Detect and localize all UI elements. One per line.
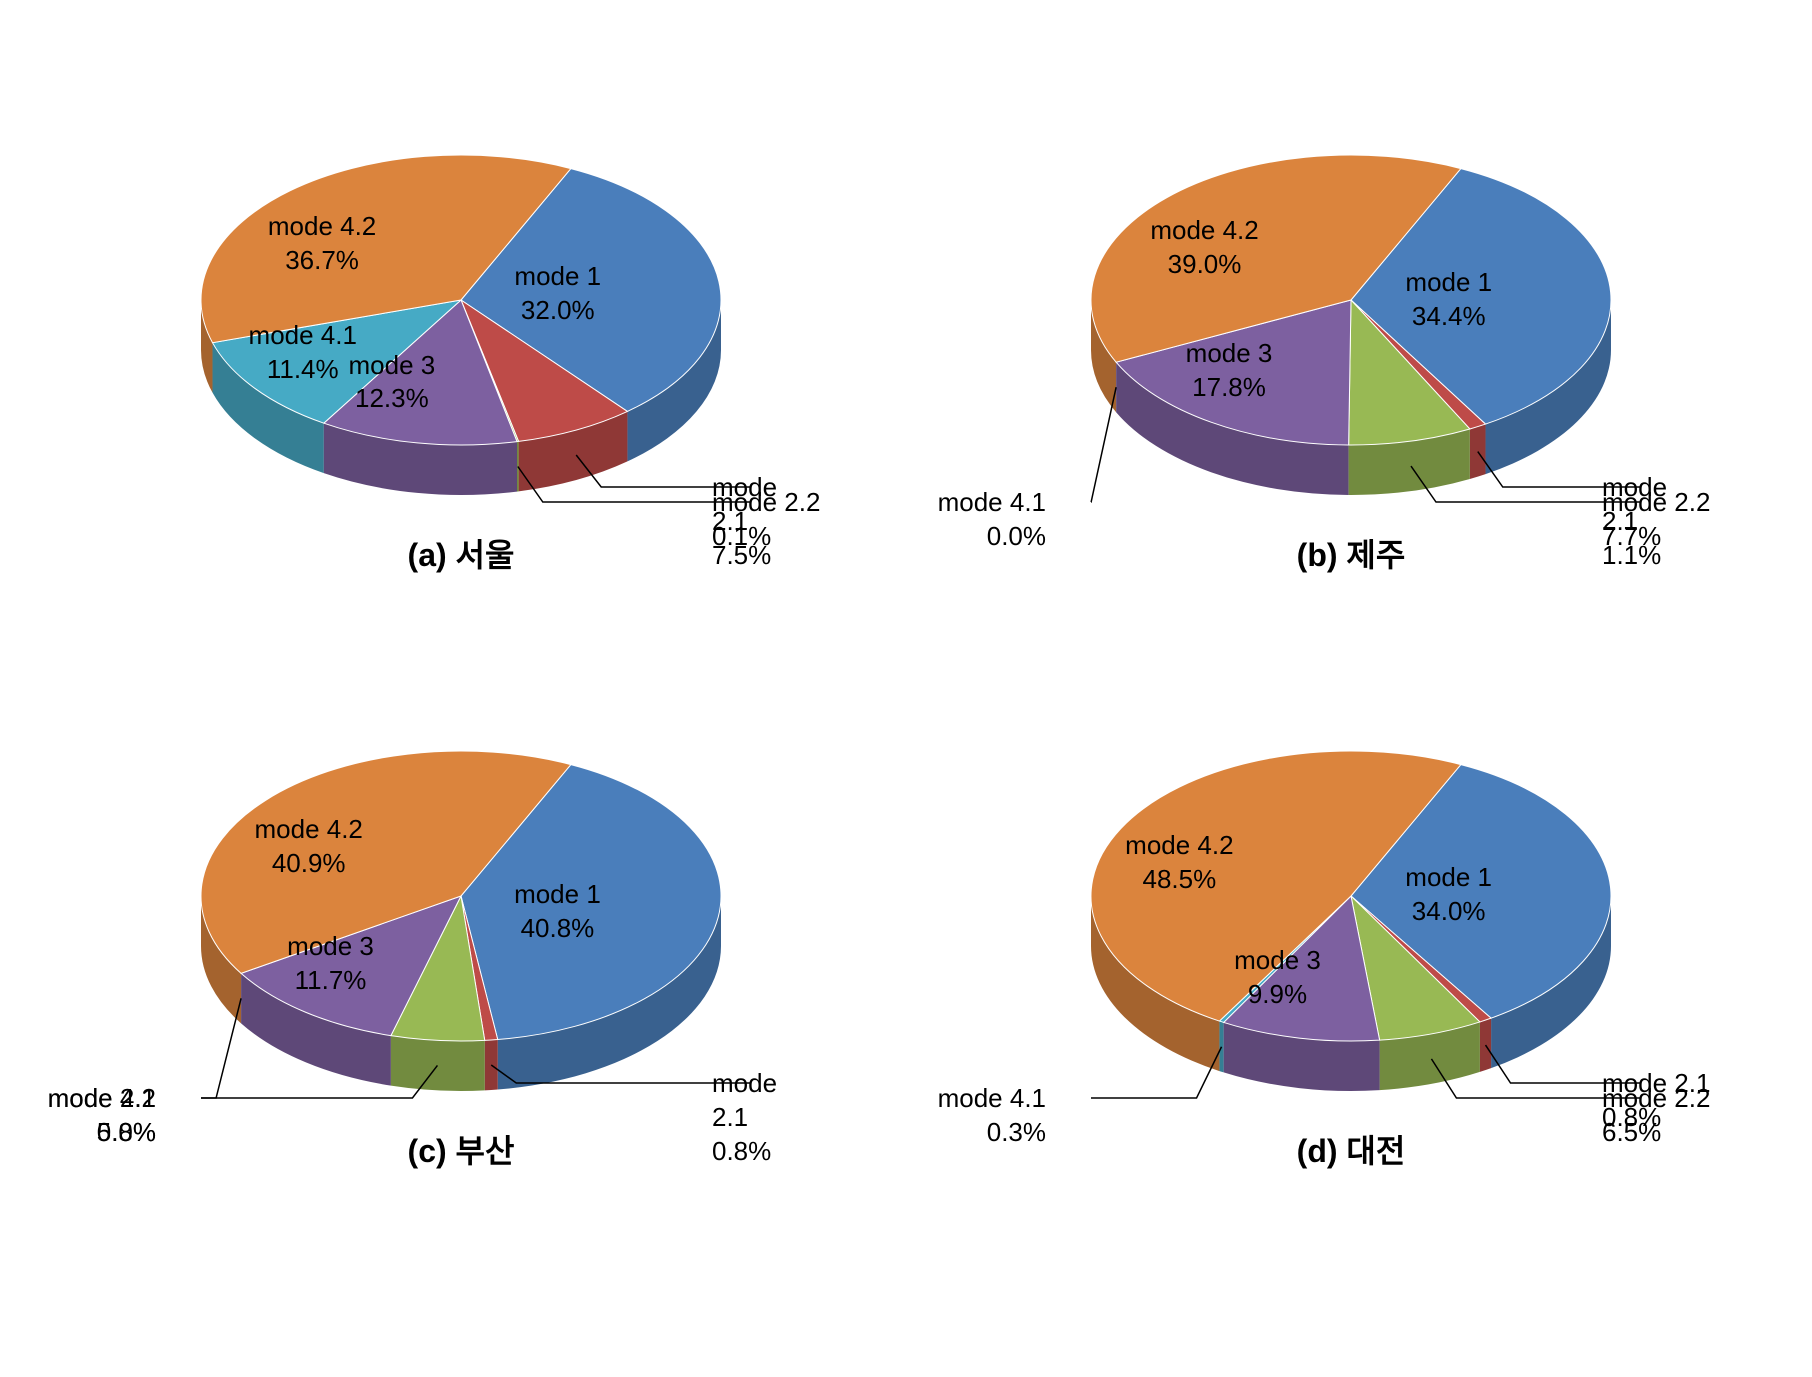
slice-name: mode 2.2 bbox=[712, 487, 820, 517]
slice-name: mode 1 bbox=[514, 879, 601, 909]
slice-name: mode 1 bbox=[1405, 862, 1492, 892]
slice-label: mode 4.2 48.5% bbox=[1119, 829, 1239, 897]
slice-label: mode 4.1 0.3% bbox=[890, 1082, 1046, 1150]
slice-percent: 6.5% bbox=[1602, 1117, 1661, 1147]
slice-label: mode 1 32.0% bbox=[498, 260, 618, 328]
slice-label: mode 2.1 0.8% bbox=[712, 1067, 777, 1168]
pie-side bbox=[485, 1040, 498, 1091]
slice-percent: 48.5% bbox=[1143, 864, 1217, 894]
slice-name: mode 4.1 bbox=[48, 1083, 156, 1113]
slice-percent: 9.9% bbox=[1248, 979, 1307, 1009]
slice-label: mode 4.2 40.9% bbox=[249, 813, 369, 881]
slice-label: mode 2.2 0.1% bbox=[712, 486, 820, 554]
pie-side bbox=[391, 1036, 485, 1091]
slice-percent: 0.0% bbox=[987, 521, 1046, 551]
pie-svg bbox=[101, 40, 821, 520]
slice-name: mode 4.2 bbox=[254, 814, 362, 844]
caption-label: 제주 bbox=[1346, 537, 1405, 573]
slice-name: mode 4.2 bbox=[268, 211, 376, 241]
slice-percent: 0.8% bbox=[712, 1136, 771, 1166]
slice-name: mode 1 bbox=[514, 261, 601, 291]
slice-label: mode 3 11.7% bbox=[271, 930, 391, 998]
pie-d: mode 134.0%mode 2.10.8%mode 2.26.5%mode … bbox=[946, 636, 1756, 1116]
slice-name: mode 3 bbox=[287, 931, 374, 961]
slice-percent: 39.0% bbox=[1168, 249, 1242, 279]
caption-label: 서울 bbox=[456, 537, 515, 573]
slice-label: mode 1 34.4% bbox=[1389, 266, 1509, 334]
slice-percent: 40.8% bbox=[521, 913, 595, 943]
slice-name: mode 3 bbox=[1234, 945, 1321, 975]
slice-label: mode 2.2 7.7% bbox=[1602, 486, 1710, 554]
panel-b: mode 134.4%mode2.11.1%mode 2.27.7%mode 3… bbox=[946, 40, 1756, 576]
panel-a: mode 132.0%mode2.17.5%mode 2.20.1%mode 3… bbox=[56, 40, 866, 576]
pie-a: mode 132.0%mode2.17.5%mode 2.20.1%mode 3… bbox=[56, 40, 866, 520]
slice-percent: 36.7% bbox=[285, 245, 359, 275]
slice-name: mode 1 bbox=[1405, 267, 1492, 297]
slice-label: mode 4.1 0.0% bbox=[890, 486, 1046, 554]
slice-label: mode 3 17.8% bbox=[1169, 337, 1289, 405]
caption-prefix: (d) bbox=[1297, 1133, 1338, 1169]
slice-percent: 40.9% bbox=[272, 848, 346, 878]
caption-prefix: (c) bbox=[408, 1133, 447, 1169]
pie-side bbox=[1219, 1021, 1223, 1072]
slice-percent: 34.4% bbox=[1412, 301, 1486, 331]
panel-d: mode 134.0%mode 2.10.8%mode 2.26.5%mode … bbox=[946, 636, 1756, 1172]
slice-percent: 11.7% bbox=[295, 965, 367, 995]
slice-name: mode 4.1 bbox=[938, 487, 1046, 517]
slice-percent: 32.0% bbox=[521, 295, 595, 325]
pie-c: mode 140.8%mode2.10.8%mode 2.25.8%mode 3… bbox=[56, 636, 866, 1116]
caption-prefix: (a) bbox=[408, 537, 447, 573]
slice-name: mode 2.2 bbox=[1602, 1083, 1710, 1113]
slice-name: mode 4.2 bbox=[1125, 830, 1233, 860]
slice-percent: 17.8% bbox=[1192, 372, 1266, 402]
slice-percent: 7.7% bbox=[1602, 521, 1661, 551]
pie-svg bbox=[991, 636, 1711, 1116]
caption-label: 부산 bbox=[456, 1133, 515, 1169]
slice-percent: 12.3% bbox=[355, 383, 429, 413]
slice-percent: 11.4% bbox=[267, 354, 339, 384]
slice-name-2: 2.1 bbox=[712, 1102, 748, 1132]
slice-percent: 0.1% bbox=[712, 521, 771, 551]
slice-name: mode 4.1 bbox=[938, 1083, 1046, 1113]
slice-name: mode 2.2 bbox=[1602, 487, 1710, 517]
slice-name: mode 3 bbox=[1186, 338, 1273, 368]
caption-label: 대전 bbox=[1346, 1133, 1405, 1169]
slice-label: mode 1 40.8% bbox=[497, 878, 617, 946]
pie-svg bbox=[101, 636, 821, 1116]
chart-grid: mode 132.0%mode2.17.5%mode 2.20.1%mode 3… bbox=[56, 40, 1756, 1172]
slice-percent: 0.0% bbox=[97, 1117, 156, 1147]
slice-label: mode 4.2 39.0% bbox=[1145, 214, 1265, 282]
pie-side bbox=[1470, 424, 1486, 479]
slice-percent: 0.3% bbox=[987, 1117, 1046, 1147]
slice-label: mode 4.2 36.7% bbox=[262, 210, 382, 278]
pie-side bbox=[1480, 1018, 1491, 1072]
slice-label: mode 4.1 0.0% bbox=[0, 1082, 156, 1150]
slice-label: mode 1 34.0% bbox=[1389, 861, 1509, 929]
leader-line bbox=[1091, 387, 1116, 502]
slice-name: mode bbox=[712, 1068, 777, 1098]
caption-prefix: (b) bbox=[1297, 537, 1338, 573]
slice-name: mode 4.2 bbox=[1150, 215, 1258, 245]
slice-percent: 34.0% bbox=[1412, 896, 1486, 926]
pie-b: mode 134.4%mode2.11.1%mode 2.27.7%mode 3… bbox=[946, 40, 1756, 520]
panel-c: mode 140.8%mode2.10.8%mode 2.25.8%mode 3… bbox=[56, 636, 866, 1172]
slice-label: mode 3 9.9% bbox=[1217, 944, 1337, 1012]
pie-svg bbox=[991, 40, 1711, 520]
slice-label: mode 4.1 11.4% bbox=[243, 319, 363, 387]
slice-name: mode 4.1 bbox=[249, 320, 357, 350]
slice-label: mode 2.2 6.5% bbox=[1602, 1082, 1710, 1150]
